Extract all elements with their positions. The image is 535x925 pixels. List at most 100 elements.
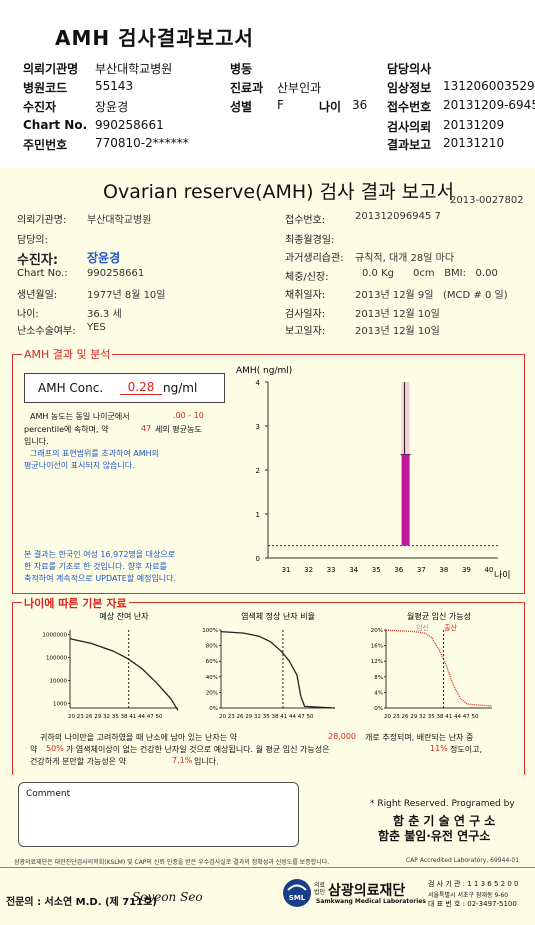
- value-age: 36: [352, 98, 368, 112]
- mini-x-tick-labels: 20 23 26 29 32 35 38 41 44 47 50: [219, 714, 314, 720]
- r-label-doctor: 담당의:: [17, 235, 48, 246]
- amh-x-tick-label: 31: [282, 566, 291, 574]
- comment-label: Comment: [26, 789, 71, 799]
- amh-data-note-3: 축적하여 계속적으로 UPDATE할 예정입니다.: [24, 574, 177, 583]
- mini-y-tick-label: 16%: [371, 644, 383, 650]
- normal-egg-ratio-chart: 염색체 정상 난자 비율 0% 20% 40% 60% 80% 100% 20 23 26 2…: [202, 611, 336, 720]
- label-age: 나이: [319, 100, 342, 114]
- basic-text-6: 건강하게 분만할 가능성은 약: [30, 757, 126, 766]
- amh-conc-unit: ng/ml: [163, 381, 198, 395]
- mini-y-tick-label: 80%: [206, 644, 218, 650]
- mini-chart-title: 월평균 임신 가능성: [407, 611, 471, 621]
- r-label-body: 체중/신장:: [285, 272, 329, 283]
- r-value-birth: 1977년 8월 10일: [87, 290, 166, 301]
- report-number: 2013-0027802: [450, 195, 524, 206]
- label-receipt-no: 접수번호: [387, 100, 432, 114]
- amh-x-tick-label: 38: [439, 566, 448, 574]
- label-chart-no: Chart No.: [23, 118, 88, 132]
- r-label-chart: Chart No.:: [17, 268, 68, 279]
- report-title: Ovarian reserve(AMH) 검사 결과 보고서: [103, 181, 455, 203]
- mini-legend-pregnancy: 임신: [416, 623, 429, 632]
- amh-x-tick-label: 33: [327, 566, 336, 574]
- basic-preg-pct: 11%: [430, 744, 448, 753]
- mini-y-tick-label: 12%: [371, 659, 383, 665]
- basic-text-5: 정도이고,: [450, 745, 482, 754]
- r-label-institution: 의뢰기관명:: [17, 215, 67, 226]
- r-value-chart: 990258661: [87, 268, 145, 279]
- basic-text-1: 귀하의 나이만을 고려하였을 때 난소에 남아 있는 난자는 약: [40, 733, 237, 742]
- amh-data-note-2: 한 자료를 기초로 한 것입니다. 향후 자료를: [24, 562, 167, 571]
- rights-lab-2: 함춘 불임·유전 연구소: [378, 829, 491, 843]
- amh-x-tick-label: 32: [304, 566, 313, 574]
- amh-result-bar: [401, 454, 410, 546]
- value-hospital-code: 55143: [95, 79, 134, 93]
- amh-text-4: 입니다.: [24, 437, 49, 446]
- value-request-date: 20131209: [443, 118, 505, 132]
- label-resident-no: 주민번호: [23, 138, 68, 152]
- amh-blue-note-2: 평균나이선이 표시되지 않습니다.: [24, 461, 135, 470]
- r-value-patient: 장윤경: [87, 251, 121, 265]
- mini-y-tick-label: 4%: [374, 690, 383, 696]
- r-label-report-date: 보고일자:: [285, 326, 326, 337]
- basic-text-4: 가 염색체이상이 없는 건강한 난자일 것으로 예상됩니다. 월 평균 임신 가…: [66, 745, 330, 754]
- amh-y-tick-label: 2: [256, 467, 260, 475]
- footer-certification-note: 삼광의료재단은 대한진단검사의학회(KSLM) 및 CAP의 신뢰 인증을 받은…: [14, 859, 330, 866]
- r-label-collection: 채취일자:: [285, 290, 326, 301]
- rights-lab-1: 함 춘 기 술 연 구 소: [393, 814, 496, 828]
- amh-concentration-box: [24, 373, 225, 403]
- value-patient: 장윤경: [95, 100, 129, 114]
- r-label-cycle: 과거생리습관:: [285, 253, 344, 264]
- mini-y-tick-label: 100000: [46, 656, 67, 662]
- footer-divider: [0, 867, 535, 868]
- org-name: 삼광의료재단: [328, 883, 406, 899]
- page-title: AMH 검사결과보고서: [55, 26, 254, 50]
- amh-text-2: percentile에 속하며, 약: [24, 425, 109, 434]
- footer-doctor: 전문의 : 서소연 M.D. (제 711호): [6, 897, 157, 908]
- amh-chart-xlabel: 나이: [494, 570, 511, 581]
- r-value-surgery: YES: [87, 322, 106, 333]
- r-value-collection: 2013년 12월 9일 (MCD # 0 일): [355, 290, 508, 301]
- value-chart-no: 990258661: [95, 118, 164, 132]
- amh-conc-label: AMH Conc.: [38, 381, 104, 395]
- mini-x-tick-labels: 20 23 26 29 32 35 38 41 44 47 50: [384, 714, 479, 720]
- label-institution: 의뢰기관명: [23, 62, 79, 76]
- value-resident-no: 770810-2******: [95, 136, 189, 150]
- mini-y-tick-label: 0%: [209, 706, 218, 712]
- r-label-lmp: 최종월경일:: [285, 235, 335, 246]
- remaining-eggs-chart: 예상 잔여 난자 1000 10000 100000 1000000 20 23 26 2…: [43, 611, 179, 720]
- mini-x-tick-labels: 20 23 26 29 32 35 38 41 44 47 50: [68, 714, 163, 720]
- basic-text-3: 약: [30, 745, 38, 754]
- r-value-age: 36.3 세: [87, 309, 122, 320]
- value-clinical-info: 131206003529: [443, 79, 535, 93]
- amh-x-tick-label: 40: [485, 566, 494, 574]
- r-label-birth: 생년월일:: [17, 290, 58, 301]
- value-sex: F: [277, 98, 284, 112]
- comment-box: [18, 782, 299, 847]
- doctor-signature: Soyeon Seo: [132, 890, 203, 904]
- r-value-institution: 부산대학교병원: [87, 215, 152, 226]
- label-patient: 수진자: [23, 100, 57, 114]
- amh-y-tick-label: 0: [256, 555, 260, 563]
- amh-percentile-range: .00 - 10: [173, 411, 204, 420]
- basic-text-7: 입니다.: [194, 757, 219, 766]
- amh-y-tick-label: 1: [256, 511, 260, 519]
- footer-cap-number: CAP Accredited Laboratory, 69944-01: [406, 857, 520, 864]
- amh-blue-note-1: 그래프의 표현범위를 초과하여 AMH의: [30, 449, 160, 458]
- amh-data-note-1: 본 결과는 한국인 여성 16,972명을 대상으로: [24, 550, 176, 559]
- footer-lab-code: 검 사 기 관 : 1 1 3 6 5 2 0 0: [428, 880, 519, 888]
- amh-text-1: AMH 농도는 동일 나이군에서: [30, 412, 130, 421]
- basic-birth-pct: 7.1%: [172, 756, 193, 765]
- basic-text-2: 개로 추정되며, 배란되는 난자 중: [365, 733, 474, 742]
- mini-y-tick-label: 8%: [374, 675, 383, 681]
- amh-x-tick-label: 36: [394, 566, 403, 574]
- mini-y-tick-label: 60%: [206, 659, 218, 665]
- label-report-date: 결과보고: [387, 138, 432, 152]
- amh-y-tick-label: 4: [256, 379, 261, 387]
- amh-equiv-age: 47: [141, 424, 152, 433]
- r-value-receipt: 201312096945 7: [355, 211, 441, 222]
- r-value-report-date: 2013년 12월 10일: [355, 326, 440, 337]
- label-request-date: 검사의뢰: [387, 120, 432, 134]
- amh-conc-value: 0.28: [120, 380, 162, 395]
